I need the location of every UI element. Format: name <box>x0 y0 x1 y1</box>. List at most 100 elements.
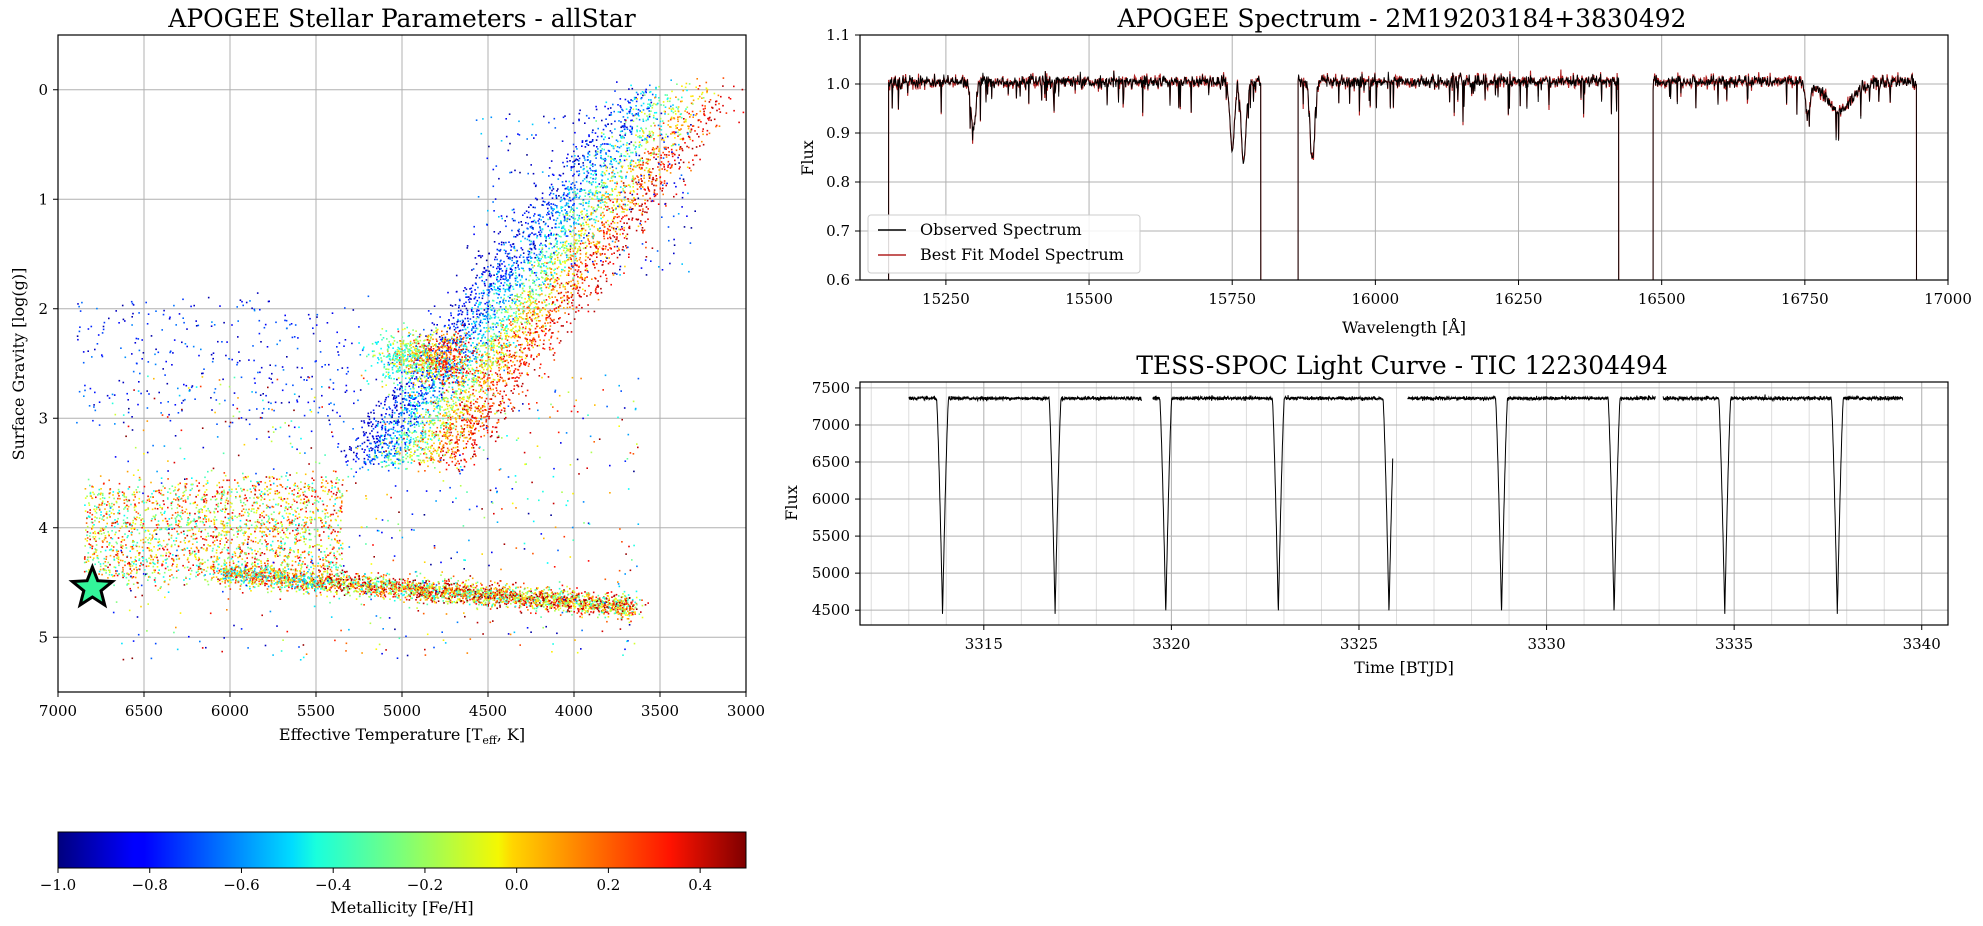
hr-star-point <box>493 241 496 243</box>
hr-star-point <box>628 110 630 113</box>
hr-star-point <box>629 167 632 170</box>
hr-star-point <box>492 282 495 285</box>
hr-star-point <box>565 230 567 232</box>
hr-star-point <box>467 408 469 411</box>
hr-star-point <box>647 150 649 153</box>
hr-star-point <box>481 359 484 362</box>
hr-star-point <box>634 162 637 164</box>
hr-star-point <box>575 233 578 236</box>
hr-star-point <box>621 130 624 132</box>
hr-star-point <box>495 322 498 324</box>
hr-star-point <box>459 329 462 332</box>
hr-star-point <box>624 134 626 136</box>
hr-star-point <box>517 334 519 337</box>
hr-star-point <box>613 173 616 175</box>
hr-star-point <box>538 263 540 266</box>
hr-star-point <box>399 382 401 384</box>
hr-star-point <box>479 314 481 317</box>
hr-star-point <box>592 241 595 243</box>
hr-star-point <box>465 376 467 379</box>
hr-star-point <box>590 164 592 166</box>
hr-star-point <box>479 396 481 398</box>
hr-star-point <box>544 304 547 307</box>
hr-star-point <box>500 344 502 346</box>
hr-star-point <box>501 318 504 320</box>
hr-star-point <box>456 321 459 323</box>
hr-star-point <box>479 369 481 372</box>
hr-star-point <box>552 275 554 277</box>
hr-star-point <box>645 127 647 130</box>
hr-star-point <box>509 353 511 356</box>
hr-star-point <box>475 317 478 320</box>
hr-star-point <box>397 452 399 455</box>
hr-star-point <box>595 219 597 222</box>
hr-star-point <box>577 219 579 222</box>
hr-star-point <box>600 291 603 294</box>
hr-star-point <box>544 235 546 238</box>
hr-star-point <box>388 445 390 447</box>
hr-star-point <box>485 373 488 375</box>
hr-star-point <box>586 264 589 267</box>
hr-star-point <box>353 451 355 454</box>
hr-star-point <box>522 287 524 290</box>
hr-star-point <box>503 294 506 296</box>
hr-star-point <box>491 364 493 367</box>
hr-star-point <box>442 454 444 457</box>
hr-star-point <box>662 101 665 103</box>
hr-star-point <box>468 387 471 390</box>
hr-star-point <box>550 234 552 236</box>
hr-star-point <box>543 339 545 342</box>
hr-star-point <box>548 287 550 289</box>
hr-star-point <box>415 366 418 368</box>
hr-star-point <box>550 261 553 263</box>
hr-star-point <box>377 439 380 442</box>
hr-star-point <box>445 339 448 342</box>
hr-star-point <box>670 148 673 151</box>
hr-star-point <box>574 131 576 134</box>
hr-star-point <box>403 397 406 400</box>
hr-star-point <box>492 328 495 331</box>
hr-star-point <box>468 391 470 393</box>
hr-star-point <box>479 381 481 383</box>
hr-star-point <box>697 119 700 121</box>
hr-star-point <box>481 297 484 300</box>
hr-star-point <box>603 233 605 235</box>
hr-star-point <box>597 150 599 153</box>
hr-star-point <box>474 443 476 445</box>
hr-star-point <box>603 226 606 228</box>
hr-star-point <box>530 268 532 271</box>
hr-star-point <box>528 269 531 272</box>
hr-star-point <box>609 156 612 158</box>
hr-star-point <box>644 199 646 201</box>
hr-star-point <box>441 394 443 396</box>
hr-star-point <box>592 253 595 255</box>
hr-star-point <box>648 180 650 182</box>
hr-star-point <box>549 267 552 270</box>
hr-star-point <box>626 112 628 115</box>
hr-star-point <box>573 173 575 176</box>
hr-star-point <box>656 118 658 120</box>
hr-star-point <box>558 214 561 217</box>
hr-star-point <box>442 413 445 416</box>
hr-star-point <box>449 360 451 363</box>
hr-star-point <box>539 367 541 369</box>
hr-star-point <box>641 157 643 159</box>
hr-star-point <box>496 322 499 325</box>
hr-star-point <box>651 148 654 151</box>
hr-star-point <box>486 293 489 296</box>
hr-star-point <box>394 443 396 445</box>
hr-star-point <box>474 257 477 259</box>
hr-star-point <box>470 418 472 421</box>
hr-star-point <box>384 442 386 445</box>
hr-star-point <box>636 188 639 190</box>
hr-star-point <box>633 191 635 193</box>
hr-star-point <box>610 247 612 250</box>
hr-star-point <box>544 308 546 311</box>
hr-star-point <box>438 336 441 338</box>
hr-star-point <box>690 114 692 116</box>
hr-star-point <box>402 420 405 422</box>
hr-star-point <box>469 288 471 290</box>
hr-star-point <box>458 462 460 465</box>
hr-star-point <box>494 256 497 258</box>
hr-star-point <box>510 308 513 310</box>
